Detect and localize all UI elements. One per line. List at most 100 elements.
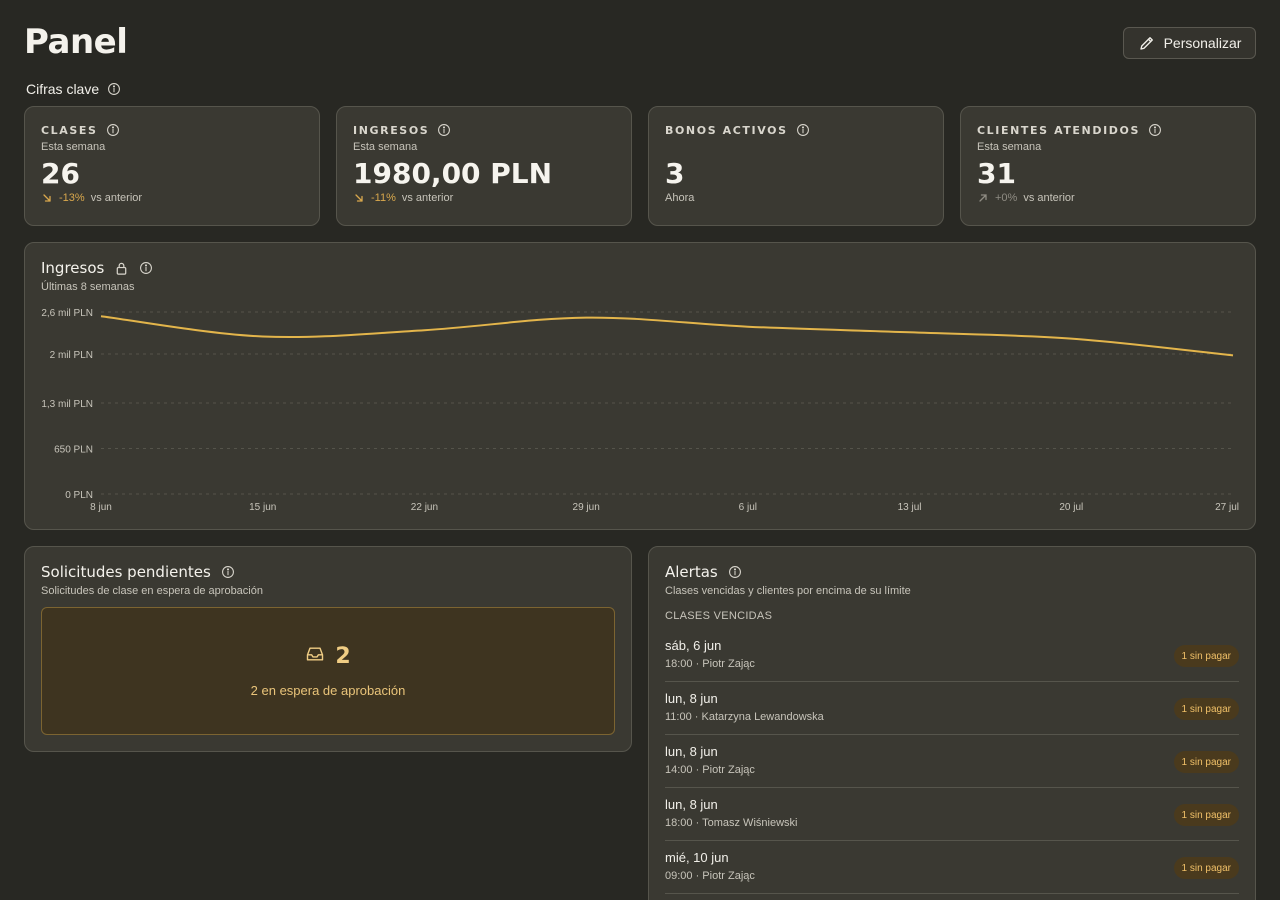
kpi-card-active-passes: BONOS ACTIVOS 3 Ahora <box>648 106 944 226</box>
kpi-delta: -13% vs anterior <box>41 192 303 204</box>
data-point[interactable] <box>95 310 107 322</box>
arrow-up-right-icon <box>977 192 989 204</box>
alerts-card: Alertas Clases vencidas y clientes por e… <box>648 546 1256 900</box>
kpi-value: 3 <box>665 157 685 190</box>
alert-meta: 11:00 · Katarzyna Lewandowska <box>665 711 824 723</box>
info-icon[interactable] <box>106 123 120 137</box>
alert-meta: 14:00 · Piotr Zając <box>665 764 755 776</box>
kpi-sub <box>665 141 927 154</box>
info-icon[interactable] <box>796 123 810 137</box>
info-icon[interactable] <box>107 82 121 96</box>
unpaid-badge: 1 sin pagar <box>1173 857 1239 879</box>
y-tick-label: 650 PLN <box>54 445 93 456</box>
data-point[interactable] <box>904 326 916 338</box>
data-point[interactable] <box>257 331 269 343</box>
unpaid-badge: 1 sin pagar <box>1173 804 1239 826</box>
y-tick-label: 1,3 mil PLN <box>41 399 93 410</box>
key-figures-header: Cifras clave <box>26 81 121 97</box>
info-icon[interactable] <box>139 261 153 275</box>
kpi-delta: Ahora <box>665 192 927 204</box>
alerts-subtitle: Clases vencidas y clientes por encima de… <box>665 585 911 597</box>
revenue-chart: 0 PLN 650 PLN 1,3 mil PLN 2 mil PLN 2,6 mil … <box>41 308 1239 513</box>
kpi-delta: +0% vs anterior <box>977 192 1239 204</box>
arrow-down-right-icon <box>353 192 365 204</box>
unpaid-badge: 1 sin pagar <box>1173 751 1239 773</box>
alert-item[interactable]: lun, 8 jun 14:00 · Piotr Zając 1 sin pag… <box>665 735 1239 788</box>
alert-item[interactable]: lun, 8 jun 11:00 · Katarzyna Lewandowska… <box>665 682 1239 735</box>
unpaid-badge: 1 sin pagar <box>1173 645 1239 667</box>
info-icon[interactable] <box>221 565 235 579</box>
pending-title: Solicitudes pendientes <box>41 563 211 581</box>
pending-text: 2 en espera de aprobación <box>250 683 406 698</box>
lock-icon <box>114 261 129 276</box>
kpi-sub: Esta semana <box>977 141 1042 153</box>
data-point[interactable] <box>1227 349 1239 361</box>
alert-date: lun, 8 jun <box>665 744 718 759</box>
arrow-down-right-icon <box>41 192 53 204</box>
alert-item[interactable]: mié, 10 jun 09:00 · Piotr Zając 1 sin pa… <box>665 841 1239 894</box>
kpi-label: BONOS ACTIVOS <box>665 123 788 137</box>
revenue-line <box>100 315 1234 357</box>
delta-value: -13% <box>59 192 85 204</box>
data-point[interactable] <box>742 321 754 333</box>
revenue-chart-card: 0 PLN 650 PLN 1,3 mil PLN 2 mil PLN 2,6 mil … <box>24 242 1256 530</box>
x-tick-label: 15 jun <box>249 502 276 513</box>
kpi-value: 31 <box>977 157 1016 190</box>
kpi-value: 1980,00 PLN <box>353 157 553 190</box>
kpi-delta: -11% vs anterior <box>353 192 615 204</box>
alert-date: lun, 8 jun <box>665 797 718 812</box>
x-tick-label: 29 jun <box>573 502 600 513</box>
kpi-sub: Esta semana <box>353 141 418 153</box>
kpi-sub: Esta semana <box>41 141 106 153</box>
delta-suffix: vs anterior <box>90 192 143 204</box>
alert-date: sáb, 6 jun <box>665 638 722 653</box>
delta-suffix: vs anterior <box>401 192 454 204</box>
pending-count: 2 <box>335 644 351 669</box>
kpi-label: CLIENTES ATENDIDOS <box>977 123 1140 137</box>
alert-list: sáb, 6 jun 18:00 · Piotr Zając 1 sin pag… <box>665 629 1239 894</box>
pencil-icon <box>1138 34 1156 52</box>
pending-requests-box[interactable]: 2 2 en espera de aprobación <box>41 607 615 735</box>
inbox-icon <box>305 644 325 669</box>
delta-value: +0% <box>995 192 1018 204</box>
kpi-card-classes: CLASES Esta semana 26 -13% vs anterior <box>24 106 320 226</box>
info-icon[interactable] <box>1148 123 1162 137</box>
kpi-card-revenue: INGRESOS Esta semana 1980,00 PLN -11% vs… <box>336 106 632 226</box>
kpi-value: 26 <box>41 157 80 190</box>
pending-requests-card: Solicitudes pendientes Solicitudes de cl… <box>24 546 632 752</box>
x-tick-label: 27 jul <box>1215 502 1239 513</box>
alert-item[interactable]: sáb, 6 jun 18:00 · Piotr Zając 1 sin pag… <box>665 629 1239 682</box>
customize-button[interactable]: Personalizar <box>1123 27 1256 59</box>
revenue-chart-header: Ingresos Últimas 8 semanas <box>41 259 153 293</box>
data-point[interactable] <box>418 324 430 336</box>
data-point[interactable] <box>580 312 592 324</box>
y-tick-label: 2 mil PLN <box>50 350 93 361</box>
y-tick-label: 2,6 mil PLN <box>41 308 93 319</box>
alerts-title: Alertas <box>665 563 718 581</box>
kpi-label: CLASES <box>41 123 98 137</box>
revenue-title: Ingresos <box>41 259 105 277</box>
x-tick-label: 22 jun <box>411 502 438 513</box>
alerts-section-label: CLASES VENCIDAS <box>665 610 773 622</box>
unpaid-badge: 1 sin pagar <box>1173 698 1239 720</box>
revenue-subtitle: Últimas 8 semanas <box>41 281 135 293</box>
x-tick-label: 6 jul <box>739 502 757 513</box>
customize-label: Personalizar <box>1163 35 1242 51</box>
alert-date: lun, 8 jun <box>665 691 718 706</box>
delta-suffix: Ahora <box>665 192 695 204</box>
x-tick-label: 20 jul <box>1059 502 1083 513</box>
page-title: Panel <box>24 22 128 62</box>
delta-value: -11% <box>371 192 396 204</box>
data-point[interactable] <box>1065 333 1077 345</box>
key-figures-label: Cifras clave <box>26 81 100 97</box>
pending-subtitle: Solicitudes de clase en espera de aproba… <box>41 585 263 597</box>
info-icon[interactable] <box>437 123 451 137</box>
alert-item[interactable]: lun, 8 jun 18:00 · Tomasz Wiśniewski 1 s… <box>665 788 1239 841</box>
info-icon[interactable] <box>728 565 742 579</box>
alert-meta: 09:00 · Piotr Zając <box>665 870 755 882</box>
x-tick-label: 13 jul <box>898 502 922 513</box>
kpi-card-clients: CLIENTES ATENDIDOS Esta semana 31 +0% vs… <box>960 106 1256 226</box>
x-tick-label: 8 jun <box>90 502 112 513</box>
y-tick-label: 0 PLN <box>65 490 93 501</box>
delta-suffix: vs anterior <box>1023 192 1075 204</box>
